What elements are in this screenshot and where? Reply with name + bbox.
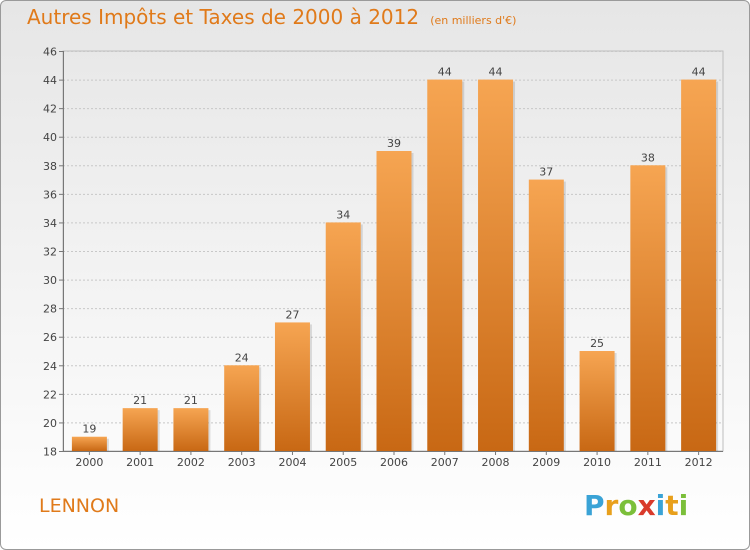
y-tick-label: 30: [43, 274, 57, 287]
x-tick-label: 2004: [278, 456, 306, 469]
data-label: 21: [133, 394, 147, 407]
bar: [427, 79, 463, 452]
y-tick-label: 18: [43, 446, 57, 459]
x-tick-label: 2006: [380, 456, 408, 469]
y-tick-label: 32: [43, 246, 57, 259]
bar: [630, 165, 666, 452]
data-label: 38: [641, 151, 655, 164]
data-label: 37: [539, 166, 553, 179]
logo-letter: x: [637, 489, 656, 522]
x-tick-label: 2007: [431, 456, 459, 469]
x-tick-label: 2008: [482, 456, 510, 469]
y-tick-label: 46: [43, 46, 57, 59]
chart-unit: (en milliers d'€): [430, 14, 517, 27]
x-tick-label: 2011: [634, 456, 662, 469]
x-tick-label: 2009: [532, 456, 560, 469]
y-tick-label: 34: [43, 217, 57, 230]
bar: [71, 436, 107, 451]
logo-letter: t: [665, 489, 679, 522]
logo-letter: o: [618, 489, 638, 522]
data-label: 44: [692, 66, 706, 79]
logo-letter: r: [604, 489, 619, 522]
bar: [325, 222, 361, 451]
data-label: 39: [387, 137, 401, 150]
y-tick-label: 40: [43, 131, 57, 144]
x-tick-label: 2010: [583, 456, 611, 469]
chart-title-text: Autres Impôts et Taxes de 2000 à 2012: [27, 5, 420, 29]
data-label: 44: [438, 66, 452, 79]
data-label: 44: [489, 66, 503, 79]
bar: [274, 322, 310, 451]
y-tick-label: 22: [43, 388, 57, 401]
x-axis: 2000 2001 2002 2003 2004 2005 2006 2007 2008 2009…: [63, 451, 723, 469]
logo-letter: i: [678, 489, 689, 522]
data-label: 34: [336, 208, 350, 221]
y-tick-label: 38: [43, 160, 57, 173]
y-tick-label: 24: [43, 360, 57, 373]
bars: [71, 79, 719, 452]
bar: [224, 365, 260, 451]
y-tick-label: 42: [43, 103, 57, 116]
bar: [478, 79, 514, 452]
logo-letter: i: [655, 489, 666, 522]
data-label: 25: [590, 337, 604, 350]
y-tick-label: 20: [43, 417, 57, 430]
data-label: 21: [184, 394, 198, 407]
x-tick-label: 2001: [126, 456, 154, 469]
logo-letter: P: [584, 489, 605, 522]
chart-title: Autres Impôts et Taxes de 2000 à 2012 (e…: [27, 5, 516, 29]
x-tick-label: 2012: [685, 456, 713, 469]
bar: [681, 79, 717, 452]
y-tick-label: 44: [43, 74, 57, 87]
x-tick-label: 2003: [228, 456, 256, 469]
data-label: 24: [235, 351, 249, 364]
y-tick-label: 28: [43, 303, 57, 316]
bar: [173, 408, 209, 451]
data-label: 27: [285, 308, 299, 321]
y-axis: 18 20 22 24 26 28 30 32 34 36 38 40 42 44 46: [43, 46, 64, 459]
bar: [528, 179, 564, 452]
proxiti-logo[interactable]: Proxiti: [584, 489, 688, 522]
x-tick-label: 2002: [177, 456, 205, 469]
y-tick-label: 26: [43, 331, 57, 344]
x-tick-label: 2005: [329, 456, 357, 469]
bar: [579, 351, 615, 451]
data-label: 19: [82, 423, 96, 436]
y-tick-label: 36: [43, 188, 57, 201]
data-labels: 19 21 21 24 27 34 39 44 44 37 25 38 44: [82, 66, 705, 436]
bar: [376, 151, 412, 451]
bar: [122, 408, 158, 451]
commune-name: LENNON: [39, 495, 120, 517]
x-tick-label: 2000: [75, 456, 103, 469]
